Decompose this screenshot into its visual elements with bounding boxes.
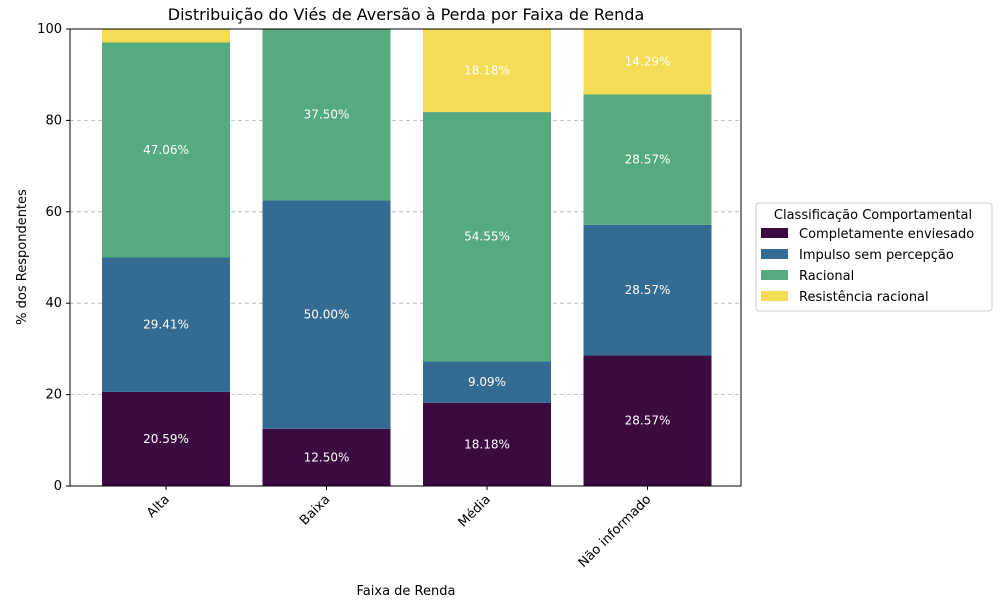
y-tick-label: 80 (45, 113, 62, 128)
bar-segment (102, 391, 230, 486)
bar-segment (262, 428, 391, 486)
bar-value-label: 18.18% (464, 64, 510, 78)
x-tick-label: Alta (144, 492, 173, 521)
x-tick-label: Não informado (576, 492, 655, 571)
bar-value-label: 37.50% (304, 108, 350, 122)
legend-entry: Racional (799, 269, 854, 284)
bars (102, 29, 712, 486)
x-axis-title: Faixa de Renda (357, 584, 456, 599)
plot-frame (69, 28, 742, 487)
legend: Classificação Comportamental Completamen… (755, 202, 993, 312)
x-tick-label: Média (456, 492, 494, 530)
legend-swatch (761, 291, 788, 301)
x-axis: Alta Baixa Média Não informado (144, 486, 654, 571)
y-tick-label: 20 (45, 388, 62, 403)
bar-labels: 20.59% 29.41% 47.06% 12.50% 50.00% 37.50% 18.1… (143, 55, 670, 465)
bar-value-label: 14.29% (625, 55, 671, 69)
bar-value-label: 28.57% (625, 153, 671, 167)
bar-segment (102, 257, 230, 392)
bar-segment (583, 224, 712, 356)
bar-value-label: 50.00% (304, 308, 350, 322)
bar-value-label: 54.55% (464, 230, 510, 244)
bar-value-label: 18.18% (464, 437, 510, 451)
bar-value-label: 29.41% (143, 318, 189, 332)
bar-segment (423, 29, 551, 113)
y-axis: 0 20 40 60 80 100 (37, 22, 70, 494)
bar-value-label: 47.06% (143, 143, 189, 157)
bar-value-label: 9.09% (468, 375, 506, 389)
x-tick-label: Baixa (297, 492, 333, 528)
bar-segment (262, 29, 391, 201)
y-tick-label: 100 (37, 22, 62, 37)
bar-segment (423, 112, 551, 362)
bar-segment (583, 94, 712, 225)
bar-segment (583, 29, 712, 95)
bar-value-label: 12.50% (304, 450, 350, 464)
legend-entry: Impulso sem percepção (799, 248, 954, 263)
legend-entry: Resistência racional (799, 290, 929, 305)
bar-value-label: 28.57% (625, 414, 671, 428)
bar-segment (262, 200, 391, 429)
legend-title: Classificação Comportamental (774, 208, 972, 223)
bar-segment (423, 402, 551, 486)
legend-swatch (761, 249, 788, 259)
bar-segment (583, 355, 712, 486)
y-tick-label: 0 (54, 479, 62, 494)
legend-swatch (761, 228, 788, 238)
chart-title: Distribuição do Viés de Aversão à Perda … (168, 5, 645, 24)
bar-value-label: 28.57% (625, 283, 671, 297)
y-tick-label: 60 (45, 205, 62, 220)
bar-segment (423, 361, 551, 403)
legend-frame (755, 202, 993, 312)
legend-entry: Completamente enviesado (799, 227, 974, 242)
bar-value-label: 20.59% (143, 432, 189, 446)
y-axis-title: % dos Respondentes (15, 189, 30, 325)
bar-segment (102, 29, 230, 43)
y-tick-label: 40 (45, 296, 62, 311)
legend-swatch (761, 270, 788, 280)
bar-segment (102, 42, 230, 258)
